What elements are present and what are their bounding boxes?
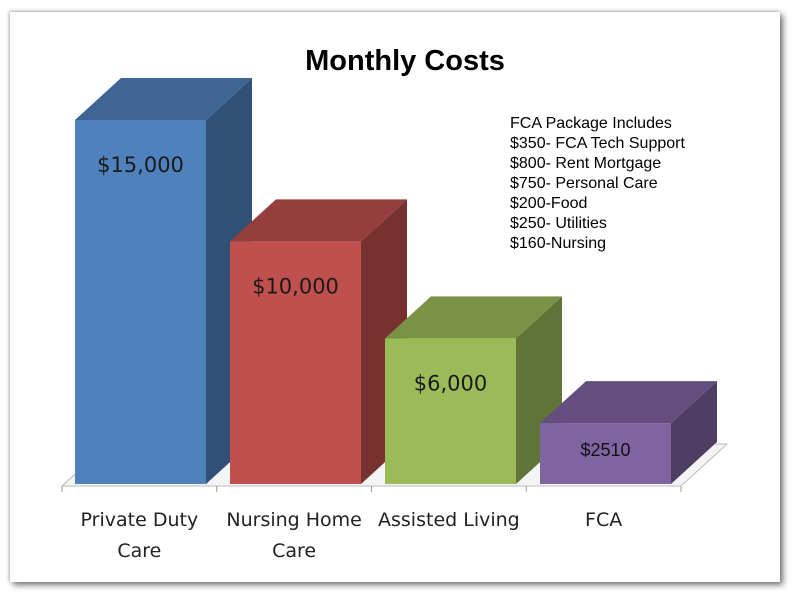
category-label: Care: [117, 540, 161, 562]
category-labels: Private Duty Care Nursing Home Care Assisted…: [81, 509, 623, 562]
package-note-line: $800- Rent Mortgage: [510, 155, 661, 172]
bar-top: [385, 296, 562, 339]
bar-front: [540, 423, 671, 484]
bar: $10,000: [230, 199, 407, 485]
chart-title: Monthly Costs: [305, 45, 505, 77]
package-note-line: $200-Food: [510, 195, 587, 212]
category-label: Care: [272, 540, 316, 562]
bar-front: [385, 338, 516, 484]
data-label: $10,000: [252, 274, 339, 298]
bar-top: [230, 199, 407, 242]
bar-top: [540, 381, 717, 424]
bar: $6,000: [385, 296, 562, 484]
package-note-line: $160-Nursing: [510, 235, 606, 252]
bar-front: [230, 241, 361, 484]
data-label: $2510: [580, 440, 630, 460]
bar: $15,000: [75, 78, 252, 484]
bar-top: [75, 78, 252, 120]
bar-front: [75, 120, 206, 484]
bar: $2510: [540, 381, 717, 484]
package-note-line: FCA Package Includes: [510, 115, 672, 132]
package-note-line: $250- Utilities: [510, 215, 607, 232]
category-label: Private Duty: [81, 509, 199, 531]
data-label: $15,000: [97, 153, 184, 177]
data-label: $6,000: [414, 371, 487, 395]
package-note: FCA Package Includes $350- FCA Tech Suppo…: [510, 115, 685, 252]
category-label: Nursing Home: [226, 509, 362, 531]
package-note-line: $350- FCA Tech Support: [510, 135, 685, 152]
category-label: FCA: [585, 509, 622, 531]
category-label: Assisted Living: [378, 509, 520, 531]
package-note-line: $750- Personal Care: [510, 175, 658, 192]
bar-group: $15,000 $10,000 $6,000 $2510: [75, 78, 717, 485]
bar-side: [671, 381, 717, 484]
